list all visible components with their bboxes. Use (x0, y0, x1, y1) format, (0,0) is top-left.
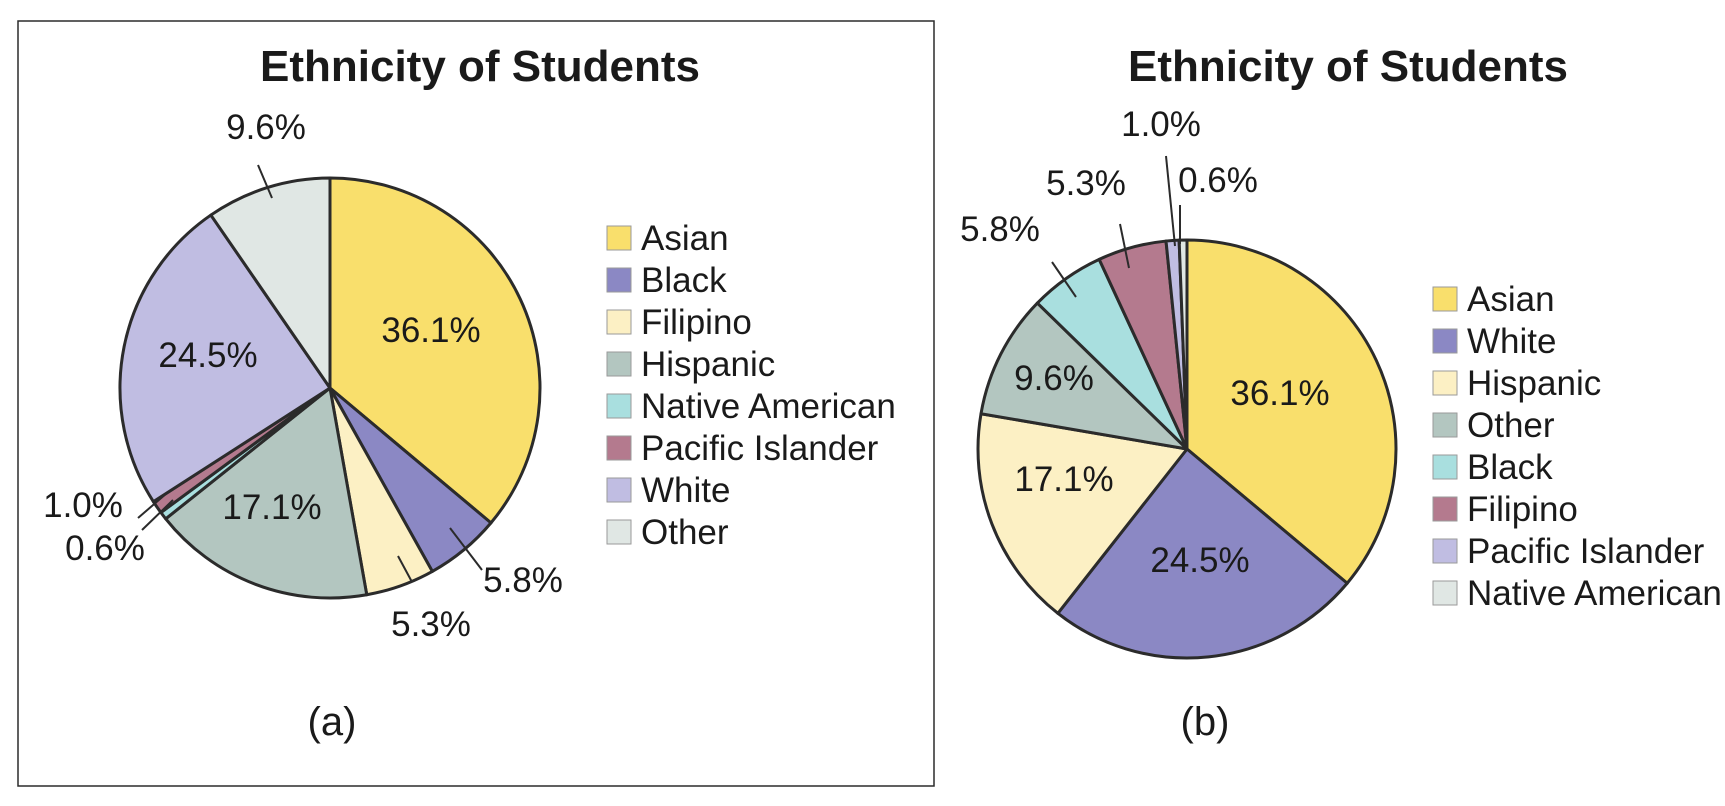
chart-b-label-filipino: 5.3% (1046, 164, 1126, 203)
chart-b-slice-other (979, 301, 1189, 451)
chart-a-slice-labels: 36.1% 5.8% 5.3% 17.1% 0.6% 1.0% 24.5% 9.6% (43, 108, 563, 644)
chart-b-leader-filipino (1119, 223, 1130, 269)
chart-a-legend-swatch-filipino (606, 309, 632, 335)
chart-a-legend-item-other: Other (606, 513, 729, 552)
chart-a-leader-filipino (397, 555, 413, 583)
chart-b-legend-item-filipino: Filipino (1432, 490, 1578, 529)
chart-a-pie (118, 176, 542, 600)
chart-a-legend-item-hispanic: Hispanic (606, 345, 775, 384)
chart-b-leader-black (1051, 261, 1077, 298)
chart-a-legend-swatch-asian (606, 225, 632, 251)
chart-a-label-other: 9.6% (226, 108, 306, 147)
chart-a-label-native-american: 0.6% (65, 529, 145, 568)
chart-a-label-white: 24.5% (158, 336, 257, 375)
chart-a-leader-pacific-islander (137, 492, 168, 519)
chart-b-label-asian: 36.1% (1230, 374, 1329, 413)
chart-a-legend-swatch-native-american (606, 393, 632, 419)
chart-b-legend-item-other: Other (1432, 406, 1555, 445)
chart-b-legend-swatch-white (1432, 328, 1458, 354)
chart-b-legend-label-hispanic: Hispanic (1467, 364, 1601, 403)
chart-b-slice-white (1056, 447, 1349, 660)
chart-a-leader-native-american (141, 499, 174, 531)
chart-a-legend-label-white: White (641, 471, 730, 510)
chart-a-label-hispanic: 17.1% (222, 488, 321, 527)
chart-a-caption: (a) (308, 700, 357, 744)
chart-a-legend-swatch-hispanic (606, 351, 632, 377)
chart-a-label-asian: 36.1% (381, 311, 480, 350)
chart-a-legend-swatch-pacific-islander (606, 435, 632, 461)
chart-a-slice-white (118, 213, 332, 504)
chart-b-legend-item-native-american: Native American (1432, 574, 1722, 613)
chart-b-leader-pacific-islander (1165, 155, 1176, 247)
chart-b-legend-item-pacific-islander: Pacific Islander (1432, 532, 1705, 571)
chart-b-legend-label-white: White (1467, 322, 1556, 361)
chart-a-legend-item-asian: Asian (606, 219, 729, 258)
chart-b-title: Ethnicity of Students (1128, 42, 1568, 91)
chart-a-legend-item-black: Black (606, 261, 727, 300)
chart-a-legend-item-filipino: Filipino (606, 303, 752, 342)
chart-a-legend-label-filipino: Filipino (641, 303, 752, 342)
chart-b-legend-item-asian: Asian (1432, 280, 1555, 319)
chart-b-label-hispanic: 17.1% (1014, 460, 1113, 499)
chart-a-legend-item-white: White (606, 471, 730, 510)
chart-b-slice-labels: 36.1% 24.5% 17.1% 9.6% 5.8%5.3% 1.0% 0.6% (960, 105, 1330, 580)
chart-a-legend-label-hispanic: Hispanic (641, 345, 775, 384)
chart-b-caption: (b) (1181, 700, 1230, 744)
chart-b-legend-label-asian: Asian (1467, 280, 1555, 319)
chart-b-legend-swatch-asian (1432, 286, 1458, 312)
chart-a-label-filipino: 5.3% (391, 605, 471, 644)
chart-a-leader-other (257, 164, 273, 199)
chart-b: Ethnicity of Students 36.1% 24.5% 17.1% 9.6… (960, 42, 1722, 744)
chart-a-legend-swatch-other (606, 519, 632, 545)
chart-a-legend-label-native-american: Native American (641, 387, 896, 426)
chart-a-legend-swatch-white (606, 477, 632, 503)
chart-a-legend-label-pacific-islander: Pacific Islander (641, 429, 879, 468)
chart-b-legend-item-white: White (1432, 322, 1556, 361)
chart-b-legend-label-black: Black (1467, 448, 1553, 487)
chart-b-legend-label-other: Other (1467, 406, 1555, 445)
chart-b-slice-asian (1185, 238, 1398, 585)
chart-a-legend-item-native-american: Native American (606, 387, 896, 426)
chart-a-legend-label-other: Other (641, 513, 729, 552)
chart-b-label-pacific-islander: 1.0% (1121, 105, 1201, 144)
chart-b-label-white: 24.5% (1150, 541, 1249, 580)
chart-b-legend-item-black: Black (1432, 448, 1553, 487)
chart-a-legend-item-pacific-islander: Pacific Islander (606, 429, 879, 468)
chart-b-legend-label-pacific-islander: Pacific Islander (1467, 532, 1705, 571)
chart-a-legend-label-asian: Asian (641, 219, 729, 258)
chart-a-legend-swatch-black (606, 267, 632, 293)
chart-b-legend-swatch-hispanic (1432, 370, 1458, 396)
chart-b-legend-item-hispanic: Hispanic (1432, 364, 1601, 403)
chart-a-leader-black (449, 527, 483, 571)
chart-b-legend: AsianWhiteHispanicOtherBlackFilipinoPaci… (1432, 280, 1722, 613)
chart-a-label-black: 5.8% (483, 561, 563, 600)
chart-b-legend-swatch-other (1432, 412, 1458, 438)
chart-b-label-native-american: 0.6% (1178, 161, 1258, 200)
chart-b-pie (976, 238, 1398, 660)
chart-b-slice-hispanic (976, 412, 1189, 615)
chart-b-legend-swatch-black (1432, 454, 1458, 480)
chart-a-slice-asian (328, 176, 542, 525)
chart-a-legend-label-black: Black (641, 261, 727, 300)
chart-b-legend-swatch-filipino (1432, 496, 1458, 522)
chart-b-legend-label-filipino: Filipino (1467, 490, 1578, 529)
chart-b-label-other: 9.6% (1014, 359, 1094, 398)
chart-b-legend-swatch-pacific-islander (1432, 538, 1458, 564)
chart-a-title: Ethnicity of Students (260, 42, 700, 91)
chart-b-label-black: 5.8% (960, 210, 1040, 249)
chart-a: Ethnicity of Students 36.1% 5.8% 5.3% 17.1%… (17, 20, 935, 787)
chart-b-legend-swatch-native-american (1432, 580, 1458, 606)
chart-a-label-pacific-islander: 1.0% (43, 486, 123, 525)
chart-b-legend-label-native-american: Native American (1467, 574, 1722, 613)
chart-a-slice-hispanic (164, 386, 369, 600)
